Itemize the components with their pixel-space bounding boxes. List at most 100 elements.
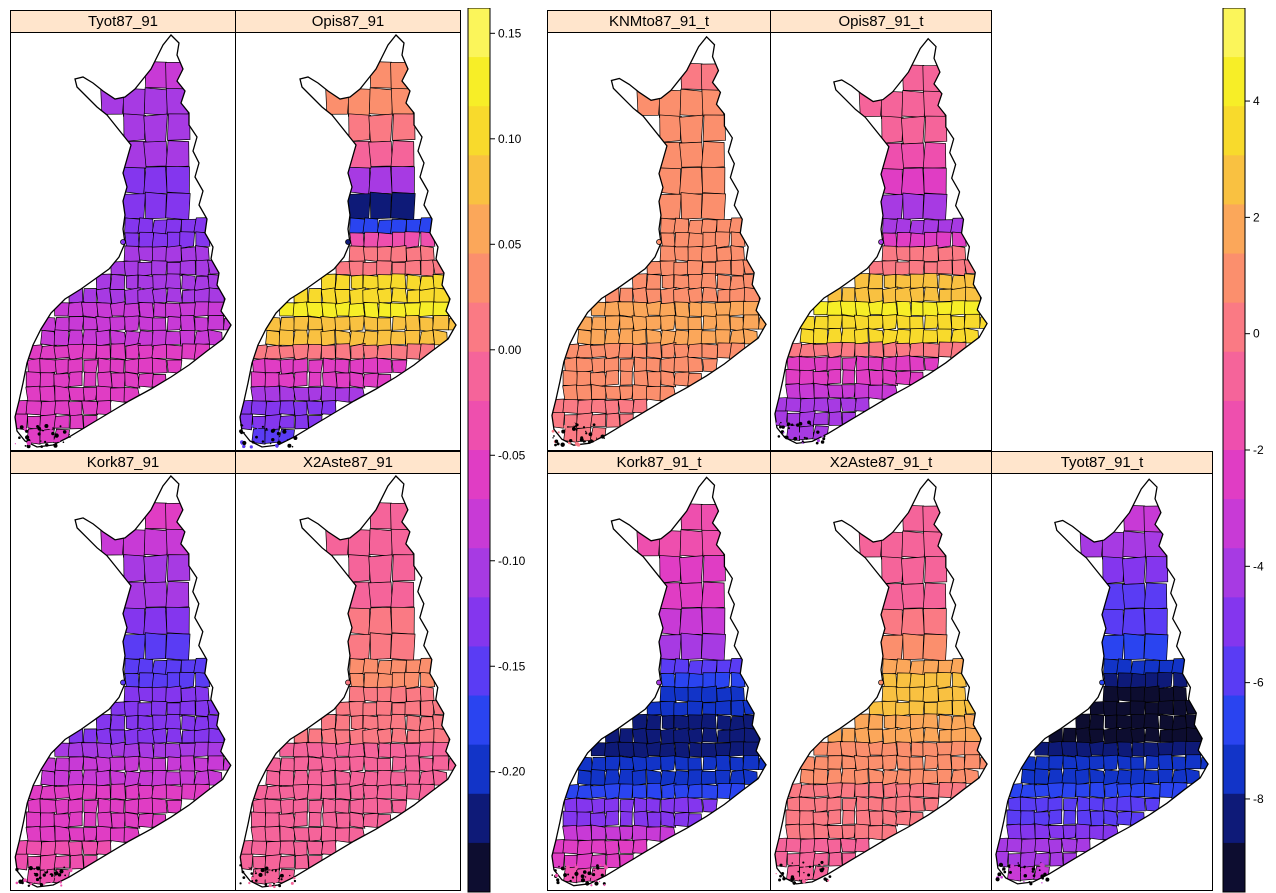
- municipality: [618, 783, 634, 799]
- municipality: [109, 289, 126, 305]
- island: [241, 425, 244, 427]
- island: [599, 864, 602, 867]
- colorkey-tick-label: 0.05: [498, 237, 522, 251]
- municipality: [659, 114, 682, 143]
- municipality: [936, 700, 953, 716]
- colorkey-swatch: [468, 302, 490, 353]
- municipality: [1102, 556, 1125, 585]
- municipality: [687, 797, 704, 813]
- municipality: [658, 529, 682, 559]
- municipality: [1034, 823, 1050, 839]
- island: [819, 868, 821, 870]
- municipality: [742, 314, 760, 330]
- municipality: [419, 685, 435, 703]
- municipality: [125, 715, 139, 731]
- municipality: [1104, 714, 1117, 731]
- municipality: [854, 768, 869, 786]
- island: [821, 864, 824, 867]
- island: [781, 425, 785, 429]
- island: [291, 445, 294, 448]
- colorkey-swatch: [468, 204, 490, 255]
- municipality: [841, 755, 857, 770]
- island: [787, 427, 790, 430]
- island: [54, 876, 57, 879]
- colorkey-swatch: [468, 793, 490, 844]
- municipality: [645, 273, 662, 290]
- island: [788, 425, 792, 428]
- colorkey-swatch: [1223, 351, 1245, 402]
- municipality: [576, 756, 593, 772]
- municipality: [390, 784, 408, 801]
- municipality: [109, 729, 126, 745]
- municipality: [124, 798, 141, 815]
- municipality: [1089, 825, 1106, 841]
- island: [805, 879, 808, 882]
- municipality: [909, 286, 925, 303]
- municipality: [896, 301, 912, 318]
- island: [28, 866, 33, 871]
- island: [554, 869, 557, 872]
- municipality: [901, 504, 925, 532]
- panel-title: Kork87_91: [11, 452, 235, 474]
- island: [572, 422, 576, 426]
- island: [574, 863, 577, 866]
- municipality: [855, 369, 871, 386]
- island: [37, 432, 41, 436]
- island: [242, 444, 246, 449]
- municipality: [420, 259, 435, 277]
- island: [45, 443, 49, 447]
- municipality: [404, 259, 421, 276]
- municipality: [604, 399, 619, 416]
- municipality: [279, 400, 295, 416]
- municipality: [390, 273, 407, 290]
- island: [1040, 863, 1045, 868]
- island: [574, 865, 579, 870]
- island: [554, 439, 559, 444]
- colorkey-tick-label: 0: [1253, 327, 1260, 341]
- municipality: [575, 412, 593, 429]
- municipality: [406, 289, 422, 303]
- municipality: [909, 355, 925, 372]
- island: [560, 866, 565, 871]
- municipality: [743, 286, 760, 303]
- municipality: [632, 287, 648, 304]
- island: [276, 431, 281, 436]
- municipality: [1173, 672, 1188, 688]
- island: [803, 430, 808, 435]
- island: [50, 881, 52, 884]
- municipality: [334, 289, 351, 305]
- municipality: [701, 343, 719, 359]
- municipality: [700, 192, 726, 221]
- island: [563, 873, 567, 877]
- municipality: [700, 245, 718, 263]
- municipality: [715, 754, 731, 773]
- municipality: [937, 313, 953, 332]
- colorkey-swatch: [1223, 744, 1245, 795]
- municipality: [95, 329, 111, 347]
- municipality: [123, 302, 141, 319]
- island: [1029, 882, 1033, 886]
- island: [42, 427, 45, 431]
- municipality: [81, 769, 99, 787]
- island: [574, 441, 580, 446]
- municipality: [881, 742, 898, 758]
- municipality: [680, 632, 703, 660]
- municipality: [702, 702, 718, 717]
- municipality: [68, 841, 83, 857]
- municipality: [390, 528, 414, 558]
- municipality: [1143, 713, 1160, 730]
- island: [59, 425, 62, 428]
- municipality: [867, 273, 884, 290]
- colorkey-swatch: [468, 548, 490, 598]
- municipality: [716, 714, 732, 731]
- island: [271, 438, 275, 442]
- municipality: [419, 757, 434, 773]
- municipality: [617, 399, 635, 414]
- municipality: [40, 840, 57, 856]
- colorkey-swatch: [468, 57, 490, 107]
- municipality: [1116, 686, 1133, 703]
- municipality: [590, 784, 607, 799]
- island: [795, 862, 798, 865]
- municipality: [1006, 838, 1023, 853]
- municipality: [1143, 633, 1169, 662]
